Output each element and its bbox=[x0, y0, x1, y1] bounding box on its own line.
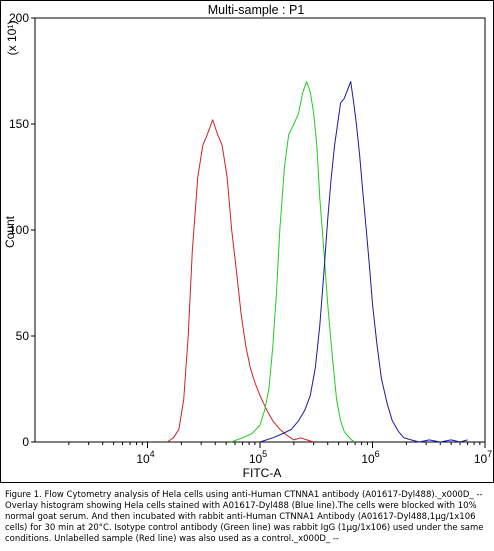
x-tick-exponent: 7 bbox=[487, 449, 492, 459]
x-tick-exponent: 5 bbox=[262, 449, 267, 459]
chart-title: Multi-sample : P1 bbox=[208, 3, 305, 17]
x-tick-exponent: 6 bbox=[375, 449, 380, 459]
series-line-1 bbox=[167, 119, 314, 443]
flow-cytometry-histogram: Multi-sample : P1 (x 10¹) Count FITC-A 0… bbox=[3, 3, 492, 480]
x-tick-label: 104 bbox=[136, 449, 154, 466]
y-tick-label: 0 bbox=[22, 435, 29, 449]
y-axis-ticks: 0 50 100 150 200 bbox=[9, 11, 35, 449]
x-tick-base: 10 bbox=[361, 452, 375, 466]
y-tick-label: 150 bbox=[9, 117, 29, 131]
y-tick-label: 200 bbox=[9, 11, 29, 25]
figure-caption: Figure 1. Flow Cytometry analysis of Hel… bbox=[5, 490, 484, 544]
x-axis-ticks: 104 105 106 107 bbox=[68, 442, 492, 466]
plot-area bbox=[34, 17, 486, 443]
x-tick-label: 105 bbox=[249, 449, 267, 466]
x-axis-label: FITC-A bbox=[243, 466, 282, 480]
series-layer bbox=[167, 81, 468, 443]
x-tick-base: 10 bbox=[474, 452, 488, 466]
y-axis-multiplier: (x 10¹) bbox=[5, 21, 19, 56]
series-line-2 bbox=[230, 81, 356, 443]
figure-frame bbox=[0, 0, 494, 483]
series-line-3 bbox=[259, 81, 468, 443]
x-tick-label: 106 bbox=[361, 449, 379, 466]
y-tick-label: 50 bbox=[16, 329, 30, 343]
y-axis-label: Count bbox=[3, 215, 17, 248]
x-tick-base: 10 bbox=[136, 452, 150, 466]
x-tick-label: 107 bbox=[474, 449, 492, 466]
y-tick-label: 100 bbox=[9, 223, 29, 237]
x-tick-exponent: 4 bbox=[150, 449, 155, 459]
x-tick-base: 10 bbox=[249, 452, 263, 466]
